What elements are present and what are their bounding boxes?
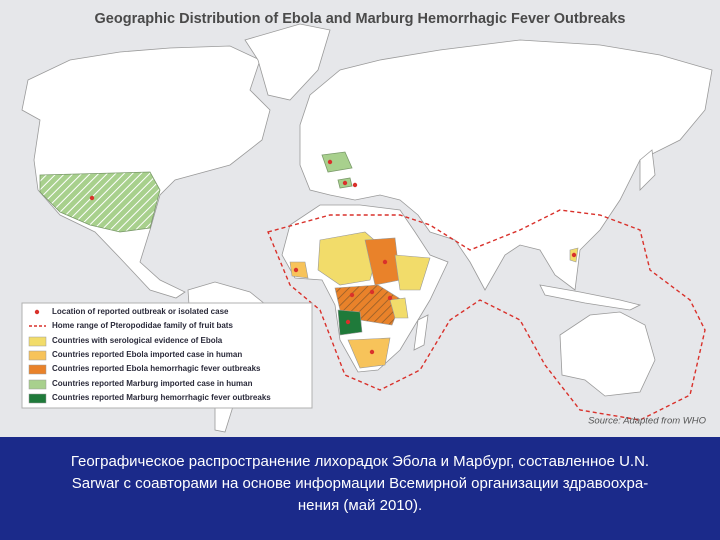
germany-marburg-imported: [321, 151, 353, 173]
west-africa-imported: [289, 261, 309, 279]
caption-line: нения (май 2010).: [298, 497, 422, 514]
central-west-africa: [317, 231, 381, 286]
legend-label: Countries with serological evidence of E…: [52, 336, 223, 345]
outbreak-dot: [345, 319, 351, 325]
australia: [559, 311, 656, 397]
outbreak-dot: [387, 295, 393, 301]
caption-band: [0, 437, 720, 540]
outbreak-dot: [349, 292, 355, 298]
legend: Location of reported outbreak or isolate…: [21, 302, 313, 409]
outbreak-dot: [293, 267, 299, 273]
fruit-bat-range: [267, 209, 706, 421]
outbreak-locations: [89, 159, 577, 355]
indonesia: [539, 284, 642, 311]
legend-label: Location of reported outbreak or isolate…: [52, 307, 229, 316]
outbreak-dot: [369, 289, 375, 295]
caption-line: Географическое распространение лихорадок…: [71, 453, 649, 470]
source-note: Source: Adapted from WHO: [588, 416, 707, 427]
outbreak-dot: [342, 180, 348, 186]
outbreak-dot: [571, 252, 577, 258]
legend-label: Countries reported Ebola hemorrhagic fev…: [52, 364, 261, 373]
outbreak-dot: [369, 349, 375, 355]
legend-box: [21, 302, 313, 409]
legend-label: Countries reported Marburg imported case…: [52, 379, 253, 388]
legend-swatch: [28, 336, 47, 347]
greenland: [244, 23, 331, 101]
madagascar: [413, 314, 429, 351]
legend-swatch: [28, 393, 47, 404]
kenya: [389, 297, 409, 319]
legend-swatch: [28, 364, 47, 375]
outbreak-dot: [89, 195, 95, 201]
japan: [639, 149, 656, 191]
caption-line: Sarwar с соавторами на основе информации…: [72, 475, 648, 492]
legend-dot: [34, 309, 40, 315]
outbreak-dot: [382, 259, 388, 265]
legend-swatch: [28, 350, 47, 361]
legend-swatch: [28, 379, 47, 390]
legend-label: Home range of Pteropodidae family of fru…: [52, 321, 233, 330]
map-title: Geographic Distribution of Ebola and Mar…: [95, 11, 626, 27]
legend-label: Countries reported Marburg hemorrhagic f…: [52, 393, 271, 402]
outbreak-dot: [327, 159, 333, 165]
eurasia: [299, 39, 713, 291]
south-africa-imported: [347, 337, 391, 369]
ethiopia: [394, 254, 431, 291]
usa-marburg-imported: [39, 171, 161, 233]
outbreak-dot: [352, 182, 358, 188]
legend-label: Countries reported Ebola imported case i…: [52, 350, 242, 359]
